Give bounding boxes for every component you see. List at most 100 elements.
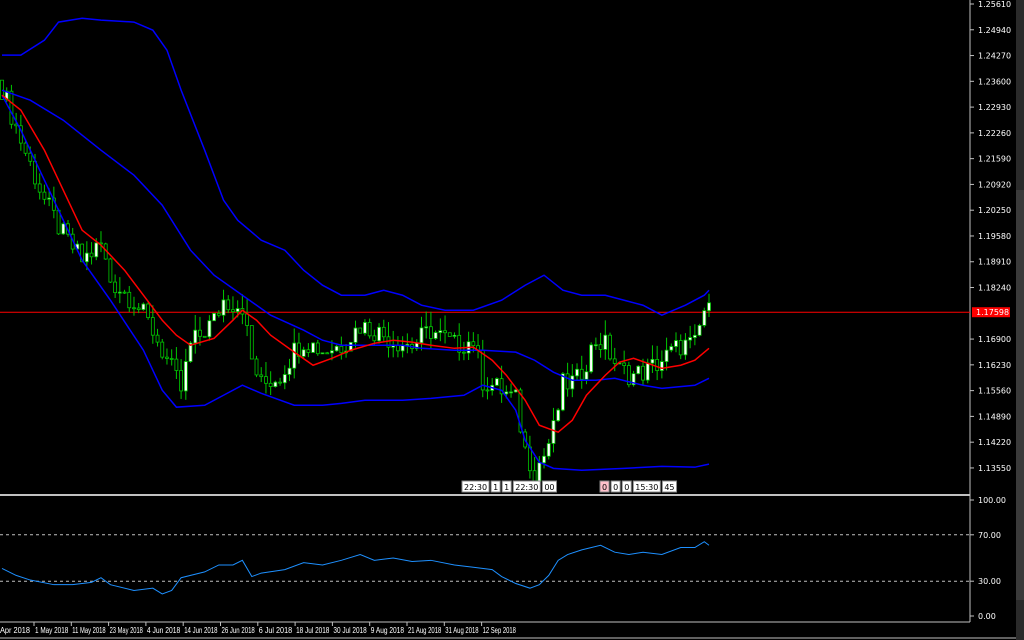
- bear-candle-body: [202, 335, 207, 338]
- bear-candle-body: [150, 317, 155, 336]
- candle: [494, 377, 499, 387]
- candle: [692, 324, 697, 346]
- candle: [122, 289, 127, 294]
- bull-candle-body: [556, 409, 561, 422]
- event-marker: 0: [610, 480, 621, 493]
- bear-candle-body: [132, 307, 136, 310]
- event-marker-box: [599, 480, 610, 493]
- bear-candle-body: [532, 470, 537, 482]
- bear-candle-body: [579, 368, 584, 380]
- candle: [584, 364, 589, 385]
- price-tick-label: 1.16230: [978, 361, 1011, 370]
- candle: [452, 332, 457, 339]
- price-tick-label: 1.25610: [978, 0, 1011, 9]
- bear-candle-body: [622, 362, 627, 366]
- event-marker-box: [490, 480, 501, 493]
- candle: [108, 257, 113, 283]
- candle: [485, 377, 490, 400]
- price-tick-label: 1.24940: [978, 26, 1011, 35]
- candle: [99, 231, 103, 253]
- bear-candle-body: [80, 243, 85, 263]
- bull-candle-body: [188, 342, 193, 362]
- bear-candle-body: [42, 191, 47, 200]
- candle: [320, 352, 325, 355]
- candle: [311, 342, 315, 353]
- price-tick-label: 1.22930: [978, 103, 1011, 112]
- bull-candle-body: [452, 334, 457, 337]
- candle: [268, 371, 273, 396]
- bull-candle-body: [301, 349, 306, 357]
- bollinger-upper-band: [2, 17, 710, 317]
- bear-candle-body: [608, 334, 612, 360]
- bull-candle-body: [692, 334, 697, 338]
- candle: [240, 294, 245, 325]
- bull-candle-body: [707, 302, 711, 312]
- price-tick-label: 1.24270: [978, 52, 1011, 61]
- event-label: 22:30: [515, 483, 538, 492]
- date-tick-label: 23 May 2018: [110, 626, 144, 635]
- candle: [391, 330, 396, 358]
- candle: [353, 320, 358, 348]
- candle: [414, 339, 419, 352]
- bear-candle-body: [136, 307, 141, 310]
- event-marker-box: [541, 480, 557, 493]
- bear-candle-body: [339, 345, 344, 354]
- bear-candle-body: [499, 378, 504, 395]
- bear-candle-body: [462, 351, 466, 354]
- price-tick-label: 1.19580: [978, 232, 1011, 241]
- candle: [598, 332, 603, 358]
- event-label: 0: [602, 483, 607, 492]
- candle: [702, 307, 707, 328]
- event-marker-box: [501, 480, 512, 493]
- bull-candle-body: [560, 373, 565, 411]
- bear-candle-body: [0, 79, 4, 100]
- bear-candle-body: [598, 344, 603, 350]
- bear-candle-body: [254, 358, 259, 376]
- bear-candle-body: [612, 358, 617, 364]
- candle: [113, 274, 118, 298]
- bear-candle-body: [480, 349, 485, 391]
- bull-candle-body: [546, 443, 551, 457]
- candle: [443, 315, 447, 344]
- candle: [678, 334, 683, 360]
- bear-candle-body: [28, 152, 33, 162]
- bear-candle-body: [565, 373, 570, 390]
- candle: [344, 344, 348, 358]
- bear-candle-body: [179, 370, 184, 392]
- date-tick-label: 11 May 2018: [72, 626, 106, 635]
- candle: [410, 337, 414, 354]
- price-tick-label: 1.20250: [978, 206, 1011, 215]
- event-label: 0: [613, 483, 618, 492]
- candle: [231, 296, 235, 322]
- event-marker: 0: [599, 480, 610, 493]
- candle: [429, 311, 433, 349]
- scrollbar-thumb[interactable]: [1016, 190, 1024, 600]
- event-label: 15:30: [635, 483, 658, 492]
- bear-candle-body: [471, 341, 476, 347]
- bull-candle-body: [334, 345, 339, 352]
- candle: [297, 332, 301, 364]
- candle: [9, 84, 14, 129]
- candle: [565, 362, 570, 397]
- event-marker: 00: [541, 480, 557, 493]
- bear-candle-body: [367, 322, 372, 337]
- event-marker: 1: [490, 480, 501, 493]
- bull-candle-body: [674, 340, 678, 347]
- candle: [542, 448, 546, 469]
- date-tick-label: Apr 2018: [0, 626, 31, 635]
- candle: [372, 329, 377, 346]
- candle: [249, 325, 254, 360]
- candle: [386, 322, 391, 358]
- candle: [626, 361, 631, 388]
- bear-candle-body: [655, 359, 660, 371]
- candle: [575, 363, 579, 381]
- bull-candle-body: [593, 344, 598, 347]
- bear-candle-body: [678, 340, 683, 356]
- bull-candle-body: [117, 291, 122, 294]
- bear-candle-body: [216, 312, 221, 316]
- candle: [61, 222, 66, 235]
- bull-candle-body: [542, 455, 546, 464]
- bull-candle-body: [183, 361, 188, 392]
- bear-candle-body: [306, 349, 311, 353]
